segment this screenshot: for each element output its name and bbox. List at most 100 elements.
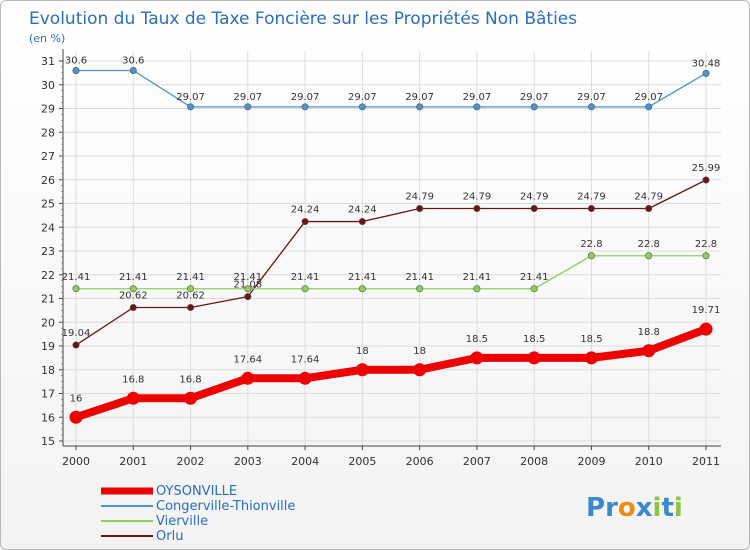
x-tick-label: 2002 [177,455,205,468]
data-label-congerville-thionville: 30.6 [65,56,87,67]
data-point-congerville-thionville [187,103,195,111]
x-tick-label: 2005 [348,455,376,468]
legend: OYSONVILLECongerville-ThionvilleViervill… [101,484,295,544]
data-point-orlu [530,204,538,212]
data-point-vierville [645,252,653,260]
y-tick-label: 19 [41,340,55,353]
data-point-oysonville [298,371,312,385]
x-tick-label: 2006 [406,455,434,468]
data-point-congerville-thionville [645,103,653,111]
data-point-oysonville [470,351,484,365]
data-label-vierville: 21.41 [348,272,377,283]
data-label-orlu: 20.62 [176,291,205,302]
data-point-oysonville [241,371,255,385]
series-line-congerville-thionville [76,69,707,108]
chart-title: Evolution du Taux de Taxe Foncière sur l… [29,9,577,29]
data-label-oysonville: 18 [356,346,369,357]
data-point-oysonville [184,391,198,405]
logo-letter: P [586,493,605,523]
data-point-vierville [244,285,252,293]
data-label-congerville-thionville: 29.07 [577,92,606,103]
data-label-vierville: 21.41 [463,272,492,283]
y-tick-label: 24 [41,221,55,234]
y-tick-label: 22 [41,269,55,282]
data-label-congerville-thionville: 29.07 [348,92,377,103]
y-tick-label: 30 [41,79,55,92]
y-tick-label: 25 [41,198,55,211]
y-tick-label: 17 [41,388,55,401]
data-point-orlu [129,304,137,312]
data-point-congerville-thionville [244,103,252,111]
data-point-oysonville [584,351,598,365]
data-point-congerville-thionville [587,103,595,111]
data-label-oysonville: 19.71 [692,305,721,316]
data-point-orlu [473,204,481,212]
y-tick-label: 26 [41,174,55,187]
data-label-orlu: 19.04 [62,328,91,339]
series-line-oysonville [74,325,708,422]
series-line-vierville [76,255,706,290]
data-label-orlu: 24.24 [348,205,377,216]
data-label-oysonville: 17.64 [291,354,320,365]
x-tick-label: 2003 [234,455,262,468]
data-label-oysonville: 18.5 [580,334,602,345]
data-label-congerville-thionville: 29.07 [233,92,262,103]
data-point-vierville [702,252,710,260]
data-label-oysonville: 17.64 [233,354,262,365]
x-tick-label: 2000 [62,455,90,468]
proxiti-logo: Proxiti [586,493,683,523]
y-tick-label: 29 [41,103,55,116]
data-point-orlu [72,341,80,349]
data-point-vierville [129,285,137,293]
series-oysonville: 16 16.8 16.8 17.64 17.64 18 18 18.5 18.5 18.5 18.8… [69,305,721,424]
data-point-oysonville [126,391,140,405]
data-label-congerville-thionville: 29.07 [176,92,205,103]
data-label-vierville: 21.41 [119,272,148,283]
data-label-oysonville: 18 [413,346,426,357]
x-tick-label: 2007 [463,455,491,468]
data-point-vierville [301,285,309,293]
data-point-oysonville [699,322,713,336]
data-label-orlu: 24.79 [405,191,434,202]
logo-letter: o [618,493,636,523]
data-point-congerville-thionville [416,103,424,111]
series-vierville: 21.41 21.41 21.41 21.41 21.41 21.41 21.41 21.41… [62,239,717,293]
x-tick-label: 2008 [520,455,548,468]
logo-letter: i [653,493,662,523]
data-label-vierville: 22.8 [580,239,602,250]
x-tick-label: 2009 [577,455,605,468]
y-tick-label: 28 [41,126,55,139]
data-point-congerville-thionville [358,103,366,111]
data-label-orlu: 20.62 [119,291,148,302]
data-point-orlu [301,218,309,226]
series-congerville-thionville: 30.6 30.6 29.07 29.07 29.07 29.07 29.07 29.07 29… [65,56,720,111]
data-point-orlu [645,204,653,212]
data-point-vierville [473,285,481,293]
y-tick-label: 27 [41,150,55,163]
data-label-vierville: 21.41 [233,272,262,283]
data-point-vierville [530,285,538,293]
series-line-orlu [75,179,707,346]
data-label-vierville: 21.41 [405,272,434,283]
data-label-congerville-thionville: 29.07 [405,92,434,103]
data-label-oysonville: 16.8 [179,374,201,385]
data-label-oysonville: 18.5 [466,334,488,345]
logo-letter: i [674,493,683,523]
y-tick-label: 15 [41,435,55,448]
axes: 15 16 17 18 19 20 21 22 23 24 25 26 27 28 29 30 31 2000 20… [41,49,721,468]
data-point-vierville [187,285,195,293]
data-point-orlu [587,204,595,212]
y-tick-label: 31 [41,55,55,68]
series-layer: 30.6 30.6 29.07 29.07 29.07 29.07 29.07 29.07 29… [62,56,721,424]
data-label-congerville-thionville: 30.6 [122,56,144,67]
y-axis-unit: (en %) [29,32,65,45]
logo-letter: r [605,493,618,523]
data-point-vierville [587,252,595,260]
data-point-vierville [416,285,424,293]
y-tick-label: 23 [41,245,55,258]
data-label-oysonville: 16.8 [122,374,144,385]
data-point-orlu [702,176,710,184]
data-label-congerville-thionville: 30.48 [692,58,721,69]
data-point-orlu [244,293,252,301]
